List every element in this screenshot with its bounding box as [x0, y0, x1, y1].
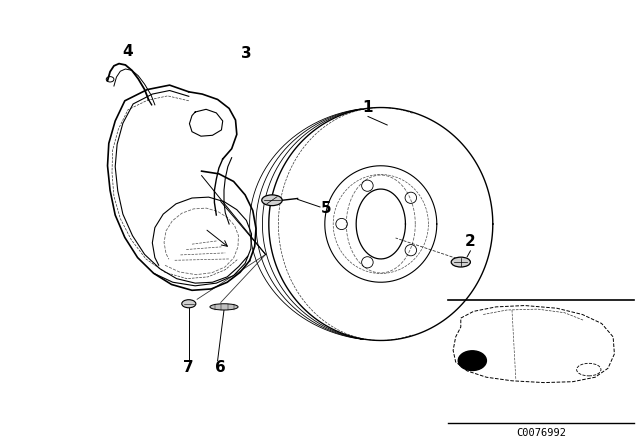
Text: C0076992: C0076992: [516, 428, 566, 438]
Text: 5: 5: [321, 201, 332, 216]
Text: 7: 7: [184, 360, 194, 375]
Ellipse shape: [182, 300, 196, 308]
Ellipse shape: [210, 304, 238, 310]
Text: 3: 3: [241, 46, 252, 61]
Ellipse shape: [262, 195, 282, 206]
Circle shape: [458, 351, 486, 370]
Text: 1: 1: [363, 100, 373, 115]
Text: 6: 6: [216, 360, 226, 375]
Text: 4: 4: [123, 44, 133, 59]
Ellipse shape: [451, 257, 470, 267]
Text: 2: 2: [465, 234, 476, 250]
